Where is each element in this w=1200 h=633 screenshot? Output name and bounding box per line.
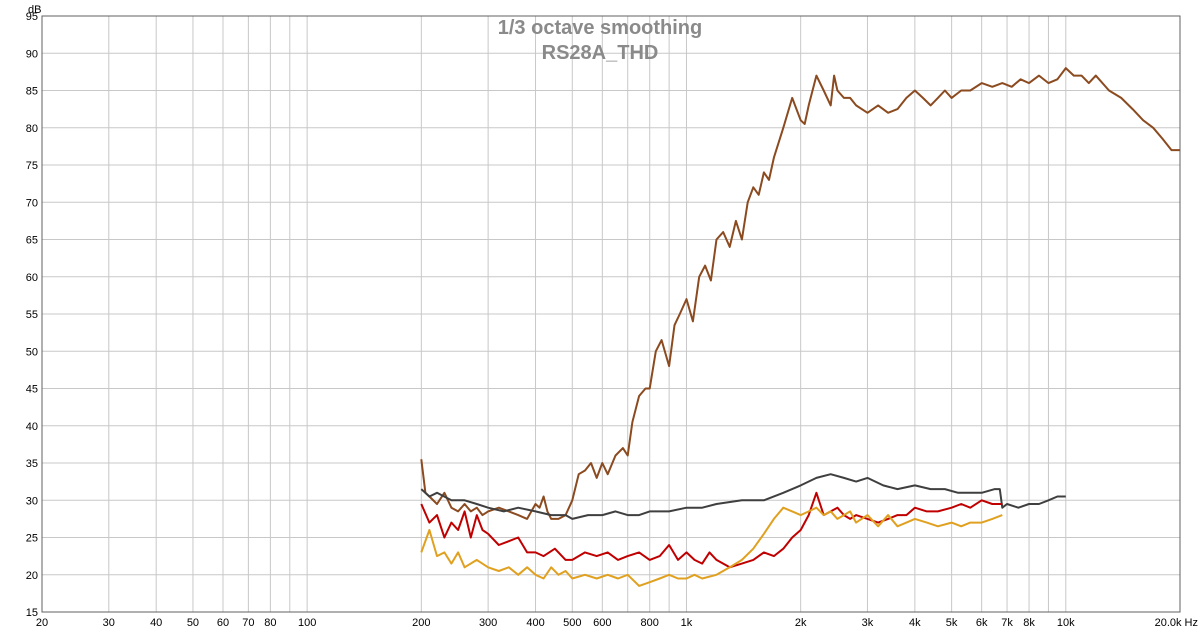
x-tick-label: 400 xyxy=(526,617,544,629)
x-tick-label: 5k xyxy=(946,617,958,629)
chart-subtitle: RS28A_THD xyxy=(542,42,659,64)
series-lines xyxy=(420,67,1180,587)
series-line-1 xyxy=(420,67,1180,520)
x-tick-label: 8k xyxy=(1023,617,1035,629)
y-tick-label: 95 xyxy=(26,11,38,23)
grid xyxy=(41,15,1181,613)
x-tick-label: 7k xyxy=(1001,617,1013,629)
y-tick-label: 90 xyxy=(26,48,38,60)
series-line-2 xyxy=(420,473,1066,520)
y-tick-label: 20 xyxy=(26,570,38,582)
x-tick-label: 50 xyxy=(187,617,199,629)
y-tick-label: 80 xyxy=(26,123,38,135)
y-axis-unit: dB xyxy=(28,4,41,16)
series-line-4 xyxy=(420,506,1003,587)
x-tick-label: 300 xyxy=(479,617,497,629)
x-tick-label: 6k xyxy=(976,617,988,629)
x-tick-label: 500 xyxy=(563,617,581,629)
x-tick-label: 4k xyxy=(909,617,921,629)
y-tick-label: 85 xyxy=(26,86,38,98)
chart-title: 1/3 octave smoothing xyxy=(498,17,703,39)
y-tick-label: 65 xyxy=(26,235,38,247)
x-tick-label: 10k xyxy=(1057,617,1075,629)
x-tick-label: 200 xyxy=(412,617,430,629)
y-tick-label: 30 xyxy=(26,495,38,507)
y-tick-label: 15 xyxy=(26,607,38,619)
y-tick-label: 40 xyxy=(26,421,38,433)
y-tick-label: 25 xyxy=(26,533,38,545)
x-tick-label: 20.0k Hz xyxy=(1155,617,1198,629)
y-tick-label: 55 xyxy=(26,309,38,321)
x-tick-labels: 20 30 40 50 60 70 80 100 200 300 400 500 600 800 1k 2k 3… xyxy=(36,617,1198,629)
y-tick-label: 75 xyxy=(26,160,38,172)
y-tick-label: 45 xyxy=(26,384,38,396)
y-tick-label: 35 xyxy=(26,458,38,470)
y-tick-label: 70 xyxy=(26,197,38,209)
x-tick-label: 30 xyxy=(103,617,115,629)
x-tick-label: 600 xyxy=(593,617,611,629)
x-tick-label: 20 xyxy=(36,617,48,629)
x-tick-label: 3k xyxy=(862,617,874,629)
y-tick-label: 50 xyxy=(26,346,38,358)
plot-frame xyxy=(41,15,1181,613)
y-tick-labels: 15 20 25 30 35 40 45 50 55 60 65 70 75 80 85 90 95 xyxy=(26,11,38,619)
x-tick-label: 40 xyxy=(150,617,162,629)
x-tick-label: 70 xyxy=(242,617,254,629)
y-tick-label: 60 xyxy=(26,272,38,284)
x-tick-label: 60 xyxy=(217,617,229,629)
x-tick-label: 80 xyxy=(264,617,276,629)
x-tick-label: 100 xyxy=(298,617,316,629)
x-tick-label: 1k xyxy=(681,617,693,629)
x-tick-label: 2k xyxy=(795,617,807,629)
x-tick-label: 800 xyxy=(641,617,659,629)
